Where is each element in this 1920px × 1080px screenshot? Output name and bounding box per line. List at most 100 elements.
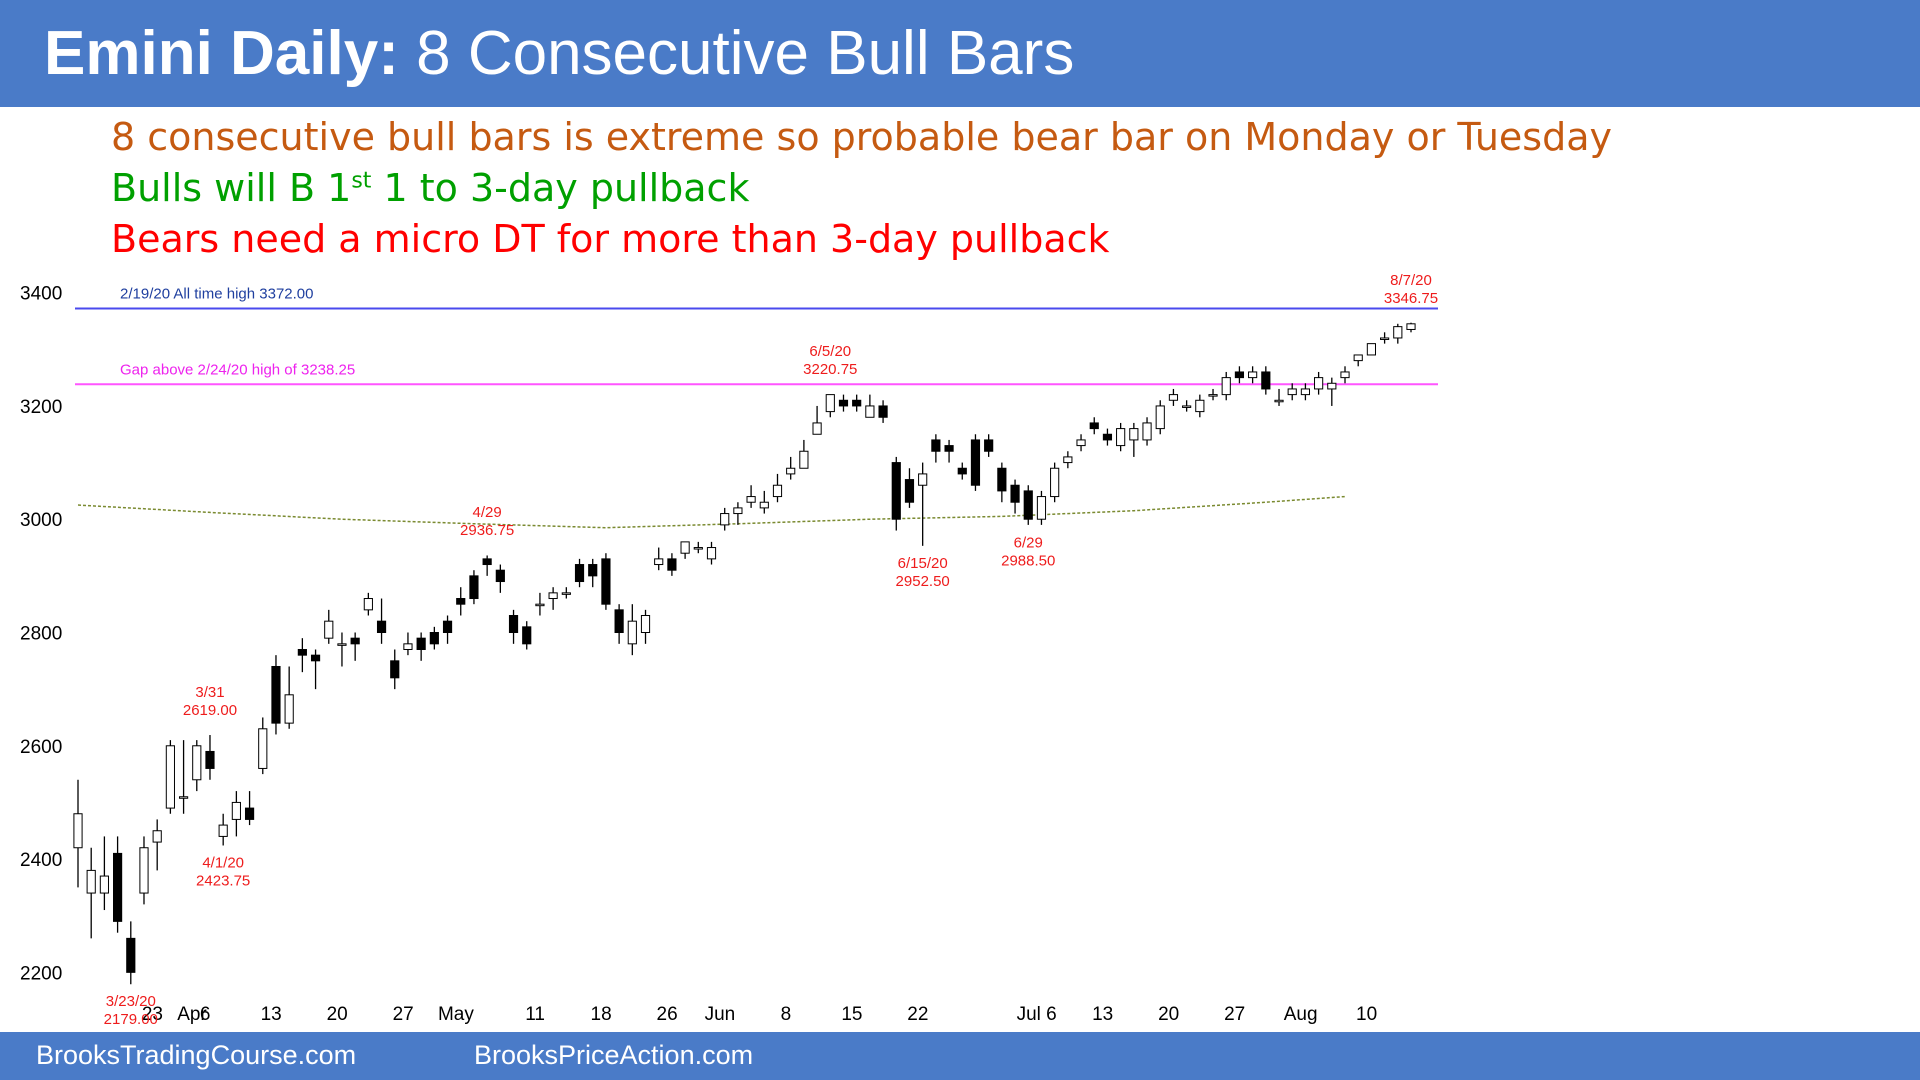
candle-body [1102,433,1113,441]
candle-body [442,620,453,634]
annotation-label: 4/1/20 [202,854,244,871]
candle-body [113,852,123,922]
annotation-label: 4/29 [473,504,502,521]
candle-body [456,598,466,605]
candle-body [1248,371,1258,379]
x-tick-label: Jul 6 [1017,1004,1057,1025]
candle-body [812,422,822,435]
candle-body [1036,496,1047,520]
candle-body [1129,428,1139,441]
candle-body [918,473,928,486]
candle-body [205,750,215,769]
x-tick-label: 20 [1158,1004,1179,1025]
candle-body [86,869,96,894]
y-tick-label: 2400 [20,850,62,871]
candle-body [667,558,677,571]
x-tick-label: 26 [657,1004,678,1025]
candle-body [799,450,809,469]
candle-body [1287,388,1297,396]
candle-body [1168,394,1179,401]
candle-body [1380,337,1390,340]
x-tick-label: Jun [705,1004,736,1025]
note-line-2-sup: st [351,168,372,194]
candle-body [337,643,347,646]
candle-body [1195,399,1205,413]
candle-body [126,937,136,973]
x-tick-label: 10 [1356,1004,1377,1025]
footer-link-price-action[interactable]: BrooksPriceAction.com [474,1040,754,1070]
candle-body [429,632,439,645]
footer-link-trading-course[interactable]: BrooksTradingCourse.com [36,1040,357,1070]
candle-body [1261,371,1271,390]
candle-body [931,439,941,452]
candle-body [152,830,162,843]
candle-body [350,637,360,645]
candle-body [231,801,241,820]
x-tick-label: 23 [142,1004,163,1025]
candle-body [1221,377,1231,396]
candle-body [1050,467,1060,498]
candle-body [614,609,624,634]
candle-body [825,394,835,413]
candle-body [1314,377,1324,390]
candle-body [588,564,598,577]
candle-body [1274,399,1284,403]
footer-bar: BrooksTradingCourse.com BrooksPriceActio… [0,1032,1920,1080]
x-tick-label: 20 [327,1004,348,1025]
x-tick-label: 13 [1092,1004,1113,1025]
x-tick-label: 27 [1224,1004,1245,1025]
annotation-label: 3346.75 [1384,290,1438,307]
annotation-label: 2423.75 [196,872,250,889]
candle-body [640,615,651,634]
candle-body [693,547,703,550]
candle-body [759,501,769,509]
candle-body [297,648,307,656]
annotation-label: 3/23/20 [106,993,156,1010]
header-bar: Emini Daily: 8 Consecutive Bull Bars [0,0,1920,107]
x-tick-label: Aug [1284,1004,1318,1025]
candle-body [574,564,585,583]
candle-body [878,405,888,418]
candle-body [1142,422,1152,441]
reference-line-label: 2/19/20 All time high 3372.00 [120,286,313,303]
candle-body [997,467,1007,492]
candle-body [192,745,202,781]
candle-body [1234,371,1245,379]
candle-body [495,569,505,583]
candle-body [1155,405,1165,430]
candle-body [984,439,994,452]
candle-body [469,575,479,600]
candle-body [1340,371,1350,379]
candle-body [733,507,743,515]
annotation-label: 6/15/20 [898,555,948,572]
annotation-label: 3/31 [195,684,224,701]
candle-body [1116,428,1126,447]
note-line-1: 8 consecutive bull bars is extreme so pr… [111,115,1612,159]
page-title: Emini Daily: 8 Consecutive Bull Bars [44,18,1074,89]
candle-body [416,637,426,650]
candle-body [786,467,796,475]
candle-body [363,598,373,611]
y-tick-label: 3000 [20,510,62,531]
x-tick-label: 11 [525,1004,545,1025]
x-tick-label: 13 [261,1004,282,1025]
candle-body [1406,323,1416,330]
note-line-2-end: 1 to 3-day pullback [371,166,750,210]
x-tick-label: 22 [907,1004,928,1025]
x-tick-label: 8 [781,1004,792,1025]
candle-body [324,620,334,639]
candle-body [627,620,637,645]
candle-body [852,399,862,407]
candle-body [838,399,849,407]
candle-body [1393,326,1403,339]
y-tick-label: 3400 [20,284,62,305]
annotation-label: 2988.50 [1001,553,1055,570]
candle-body [508,615,519,634]
x-tick-label: Apr [177,1004,207,1025]
y-tick-label: 3200 [20,397,62,418]
candle-body [310,654,321,662]
candle-body [403,643,413,650]
candle-body [139,847,149,894]
candle-body [1023,490,1033,520]
candle-body [1208,394,1218,397]
